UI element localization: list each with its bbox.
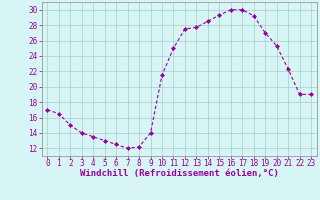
X-axis label: Windchill (Refroidissement éolien,°C): Windchill (Refroidissement éolien,°C) <box>80 169 279 178</box>
